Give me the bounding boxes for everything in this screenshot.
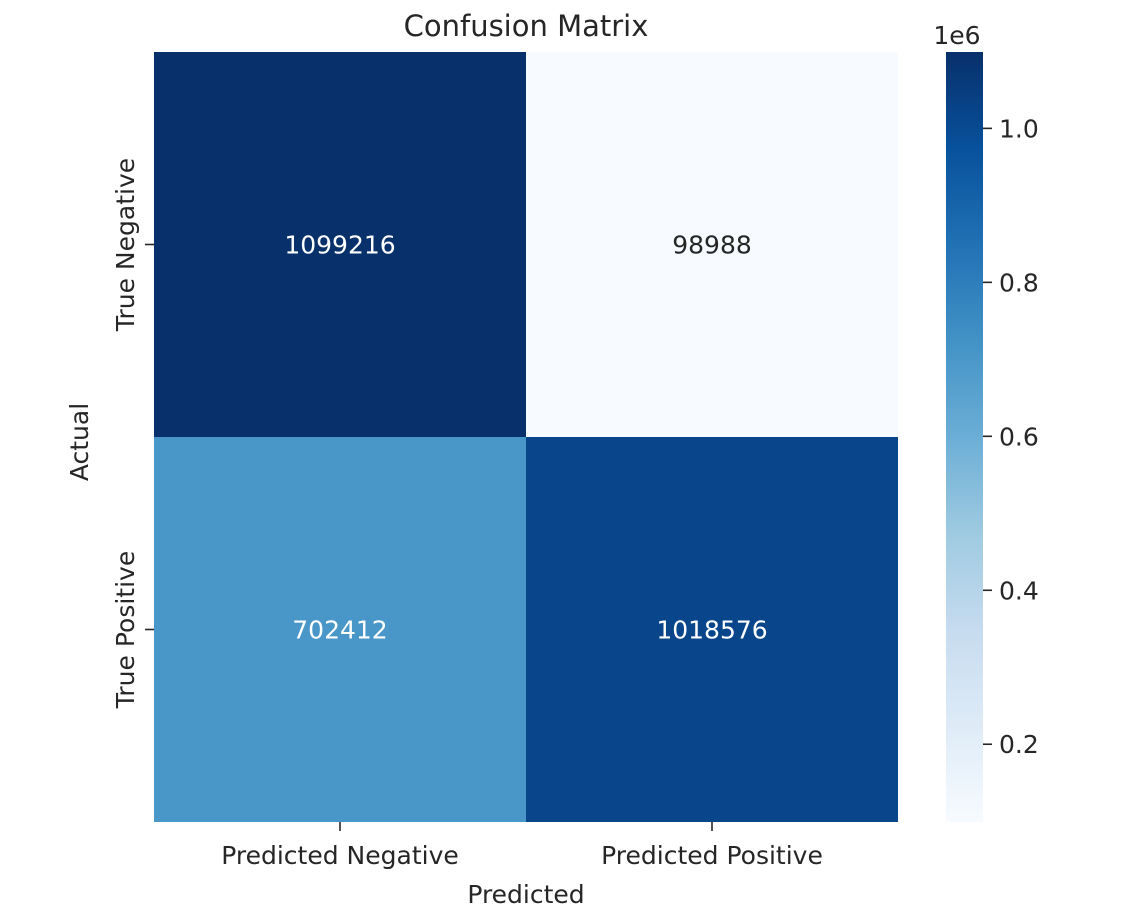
x-axis-label: Predicted bbox=[467, 880, 584, 909]
colorbar-tick-label: 0.4 bbox=[999, 576, 1039, 605]
y-axis: True Negative True Positive bbox=[111, 158, 154, 709]
heatmap-cell bbox=[526, 437, 898, 822]
cell-value-label: 1099216 bbox=[284, 231, 395, 260]
colorbar-tick-label: 0.6 bbox=[999, 422, 1039, 451]
cell-value-label: 702412 bbox=[292, 616, 387, 645]
heatmap-cells bbox=[154, 52, 898, 822]
x-tick-label: Predicted Negative bbox=[221, 841, 459, 870]
heatmap-cell bbox=[526, 52, 898, 437]
colorbar-tick-label: 0.2 bbox=[999, 730, 1039, 759]
cell-value-label: 1018576 bbox=[656, 616, 767, 645]
cell-value-label: 98988 bbox=[672, 231, 752, 260]
colorbar bbox=[946, 52, 983, 822]
colorbar-tick-label: 1.0 bbox=[999, 114, 1039, 143]
heatmap-cell bbox=[154, 52, 526, 437]
colorbar-axis: 0.2 0.4 0.6 0.8 1.0 bbox=[983, 114, 1039, 759]
x-tick-label: Predicted Positive bbox=[601, 841, 823, 870]
x-axis: Predicted Negative Predicted Positive bbox=[221, 822, 823, 870]
y-tick-label: True Positive bbox=[111, 551, 140, 709]
y-tick-label: True Negative bbox=[111, 158, 140, 332]
colorbar-tick-label: 0.8 bbox=[999, 268, 1039, 297]
heatmap-annotations: 1099216 98988 702412 1018576 bbox=[284, 231, 767, 645]
chart-title: Confusion Matrix bbox=[404, 9, 649, 43]
colorbar-multiplier: 1e6 bbox=[933, 21, 980, 50]
y-axis-label: Actual bbox=[65, 403, 94, 481]
heatmap-cell bbox=[154, 437, 526, 822]
